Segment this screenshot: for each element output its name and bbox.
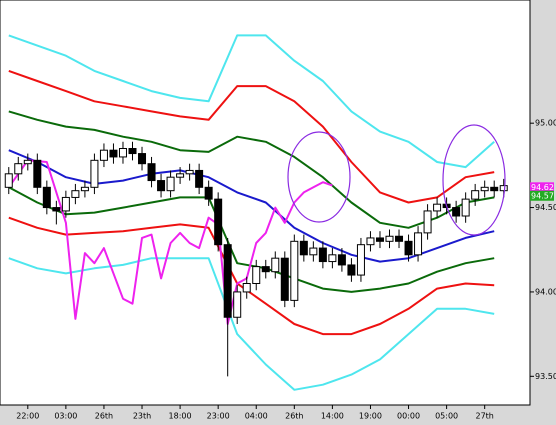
indicator-line: [8, 216, 495, 336]
x-tick-label: 19:00: [359, 412, 382, 421]
candle-body: [33, 159, 42, 188]
candle-body: [23, 159, 32, 165]
price-label-box: [530, 190, 554, 201]
indicator-line: [8, 69, 495, 204]
indicator-line: [8, 186, 495, 293]
candle-body: [318, 247, 327, 263]
y-tick-label: 93.50: [535, 372, 556, 381]
candle-body: [195, 169, 204, 188]
candle-body: [366, 237, 375, 246]
y-tick-label: 94.50: [535, 203, 556, 212]
candle-body: [271, 257, 280, 273]
candle-body: [71, 190, 80, 198]
x-tick-label: 22:00: [16, 412, 39, 421]
indicator-line: [7, 159, 333, 325]
candle-body: [204, 186, 213, 200]
x-tick-label: 04:00: [245, 412, 268, 421]
candle-body: [309, 247, 318, 256]
y-tick-label: 95.00: [535, 119, 556, 128]
candle-body: [118, 148, 127, 158]
candle-body: [52, 207, 61, 212]
candle-body: [461, 198, 470, 217]
x-tick-label: 26th: [95, 412, 113, 421]
indicator-line: [8, 149, 495, 263]
x-tick-label: 03:00: [54, 412, 77, 421]
candle-body: [385, 235, 394, 242]
candle-body: [452, 207, 461, 217]
candle-body: [252, 266, 261, 284]
candle-body: [242, 283, 251, 293]
candle-body: [480, 186, 489, 192]
candle-body: [328, 254, 337, 263]
candle-body: [147, 163, 156, 182]
candle-body: [223, 244, 232, 318]
candle-body: [356, 244, 365, 276]
candle-body: [80, 186, 89, 192]
x-tick-label: 18:00: [169, 412, 192, 421]
axes: 95.00 94.50 94.00 93.50 22:00 03:00 26th 23th 18…: [16, 119, 556, 421]
candle-body: [109, 149, 118, 158]
candle-body: [299, 240, 308, 256]
candle-body: [14, 163, 23, 175]
candle-body: [157, 180, 166, 192]
candle-body: [138, 153, 147, 165]
price-label: 94.57: [531, 191, 554, 200]
candle-body: [214, 198, 223, 246]
candle-body: [280, 257, 289, 301]
candle-body: [176, 173, 185, 178]
price-label: 94.62: [531, 183, 554, 192]
candle-body: [414, 232, 423, 256]
candle-body: [499, 185, 508, 192]
candle-body: [290, 240, 299, 301]
candle-body: [128, 148, 137, 155]
highlight-circle: [287, 131, 351, 223]
y-tick-label: 94.00: [535, 287, 556, 296]
candle-body: [490, 186, 499, 192]
candle-body: [61, 196, 70, 212]
candle-body: [404, 240, 413, 256]
x-tick-label: 27th: [475, 412, 493, 421]
x-tick-label: 00:00: [397, 412, 420, 421]
x-tick-label: 14:00: [321, 412, 344, 421]
candle-body: [90, 159, 99, 188]
candle-body: [4, 173, 13, 188]
candle-body: [471, 190, 480, 200]
candle-body: [233, 291, 242, 318]
candle-body: [42, 186, 51, 209]
x-tick-label: 23:00: [207, 412, 230, 421]
candle-body: [375, 237, 384, 242]
x-tick-label: 26th: [285, 412, 303, 421]
candle-body: [185, 169, 194, 175]
highlight-circle: [442, 124, 506, 236]
candle-body: [166, 176, 175, 192]
candle-body: [423, 210, 432, 234]
candle-body: [99, 149, 108, 161]
candle-body: [261, 266, 270, 273]
indicator-line: [8, 110, 495, 229]
indicator-line: [8, 34, 495, 169]
price-label-box: [530, 182, 554, 193]
candle-body: [337, 254, 346, 266]
candle-body: [433, 203, 442, 212]
x-tick-label: 23th: [133, 412, 151, 421]
candle-body: [395, 235, 404, 242]
candle-body: [347, 264, 356, 276]
x-tick-label: 05:00: [435, 412, 458, 421]
indicator-line: [8, 257, 495, 391]
